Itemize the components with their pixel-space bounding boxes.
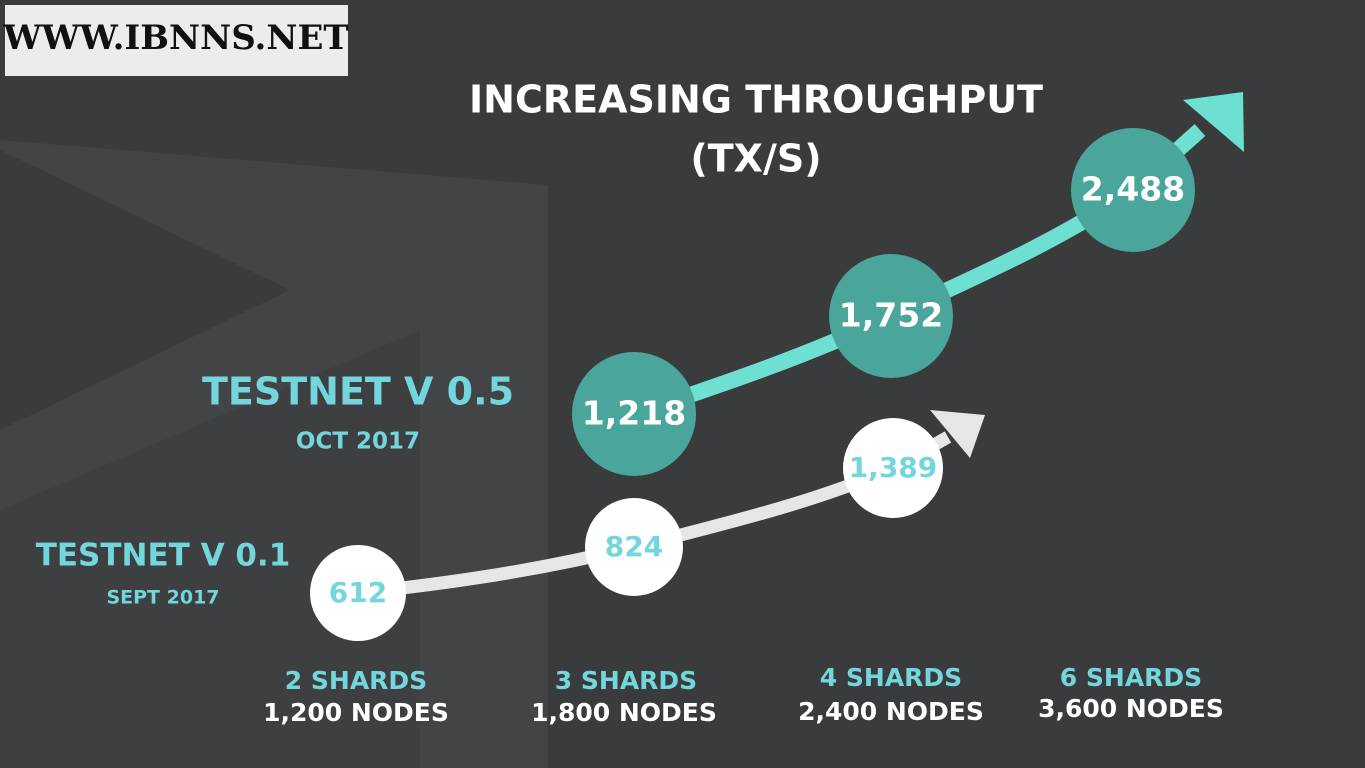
bubble (843, 418, 943, 518)
shards: 2 SHARDS (285, 666, 427, 695)
shards: 3 SHARDS (555, 666, 697, 695)
nodes: 1,200 NODES (263, 698, 449, 727)
shards: 6 SHARDS (1060, 663, 1202, 692)
release-date: SEPT 2017 (106, 587, 219, 609)
value: 1,218 (582, 394, 686, 433)
subtitle: (TX/S) (690, 137, 821, 181)
nodes: 1,800 NODES (531, 698, 717, 727)
shards: 4 SHARDS (820, 663, 962, 692)
bubble (572, 352, 696, 476)
bubble (310, 545, 406, 641)
nodes: 3,600 NODES (1038, 694, 1224, 723)
watermark-box (5, 5, 348, 76)
release-name: TESTNET V 0.1 (36, 538, 291, 574)
nodes: 2,400 NODES (798, 697, 984, 726)
release-date: OCT 2017 (296, 429, 420, 455)
watermark: WWW.IBNNS.NET (2, 18, 348, 58)
value: 824 (605, 530, 663, 563)
value: 1,752 (839, 296, 943, 335)
bubble (585, 498, 683, 596)
value: 612 (329, 576, 387, 609)
title: INCREASING THROUGHPUT (469, 78, 1043, 122)
value: 1,389 (849, 451, 938, 484)
bubble (829, 254, 953, 378)
value: 2,488 (1081, 170, 1185, 209)
bubble (1071, 128, 1195, 252)
background-chevrons (0, 140, 548, 768)
release-name: TESTNET V 0.5 (202, 370, 514, 414)
